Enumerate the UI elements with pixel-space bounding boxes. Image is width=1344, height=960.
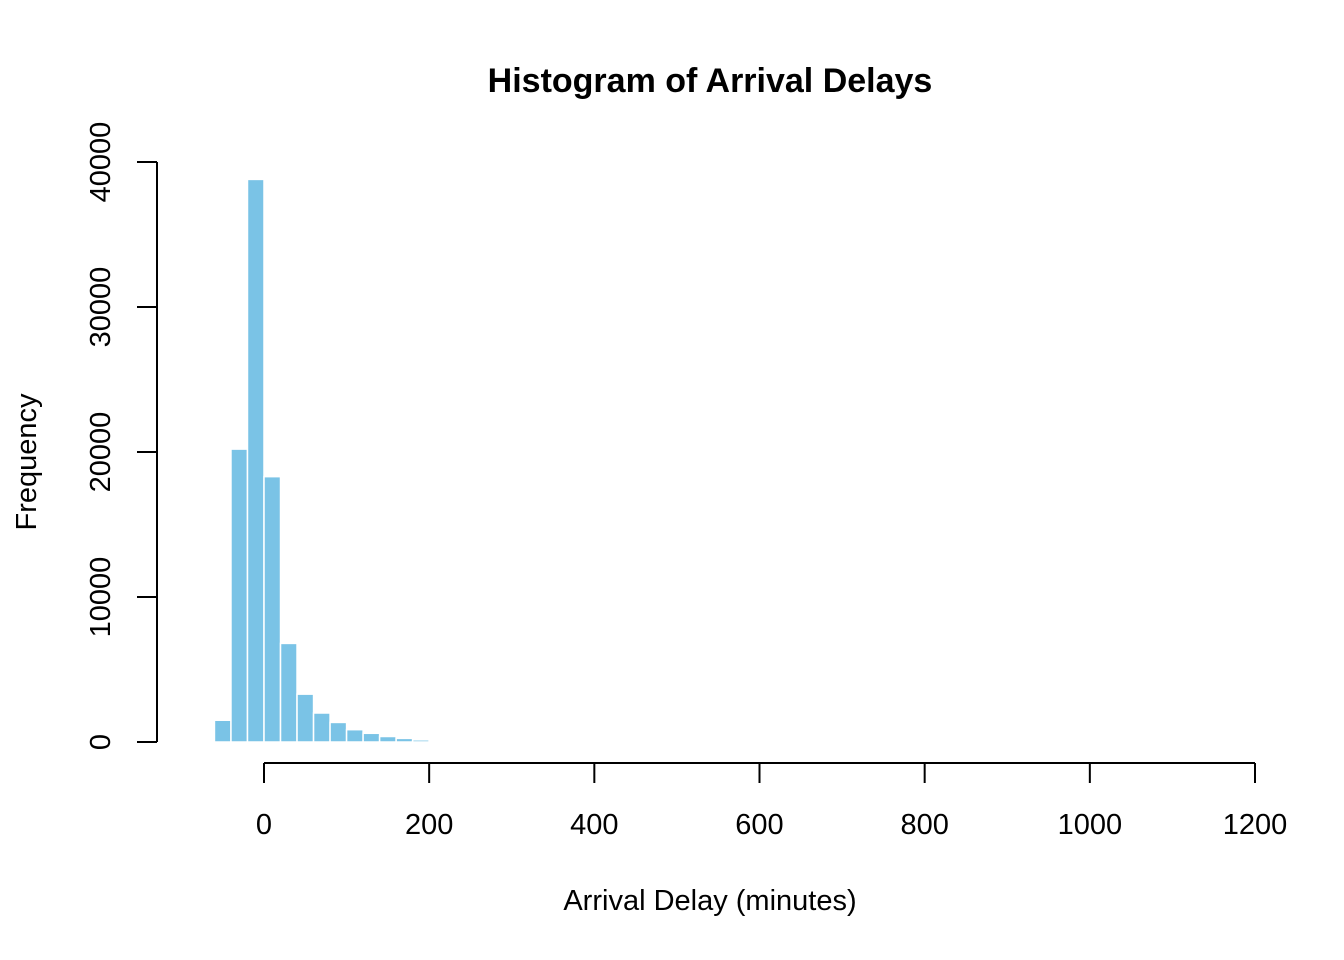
x-tick-label: 1000	[1058, 809, 1123, 841]
histogram-bar	[345, 728, 364, 743]
histogram-bar	[329, 721, 348, 743]
histogram-bar	[279, 642, 298, 743]
histogram-bar	[213, 719, 232, 743]
x-tick-label: 400	[570, 809, 618, 841]
histogram-bar	[296, 693, 315, 743]
histogram-bar	[230, 448, 249, 743]
histogram-bar	[362, 732, 381, 743]
x-tick-label: 800	[900, 809, 948, 841]
histogram-bar	[263, 475, 282, 743]
x-tick-label: 600	[735, 809, 783, 841]
x-tick-label: 200	[405, 809, 453, 841]
bars-group	[213, 178, 463, 743]
histogram-bar	[411, 739, 430, 743]
histogram-bar	[312, 712, 331, 743]
y-tick-label: 30000	[85, 267, 117, 348]
x-axis-label: Arrival Delay (minutes)	[563, 885, 856, 917]
y-tick-label: 20000	[85, 412, 117, 493]
y-axis-label: Frequency	[11, 393, 43, 531]
y-tick-label: 40000	[85, 122, 117, 203]
histogram-bar	[246, 178, 265, 743]
histogram-bar	[428, 739, 447, 743]
y-axis: 0 10000 20000 30000 40000	[85, 122, 158, 750]
x-tick-label: 1200	[1223, 809, 1288, 841]
histogram-bar	[395, 737, 414, 743]
x-tick-label: 0	[256, 809, 272, 841]
y-tick-label: 0	[85, 734, 117, 750]
histogram-bar	[444, 740, 463, 743]
histogram-bar	[378, 735, 397, 743]
y-tick-label: 10000	[85, 557, 117, 638]
x-axis: 0 200 400 600 800 1000 1200	[256, 762, 1288, 841]
chart-title: Histogram of Arrival Delays	[488, 62, 933, 100]
